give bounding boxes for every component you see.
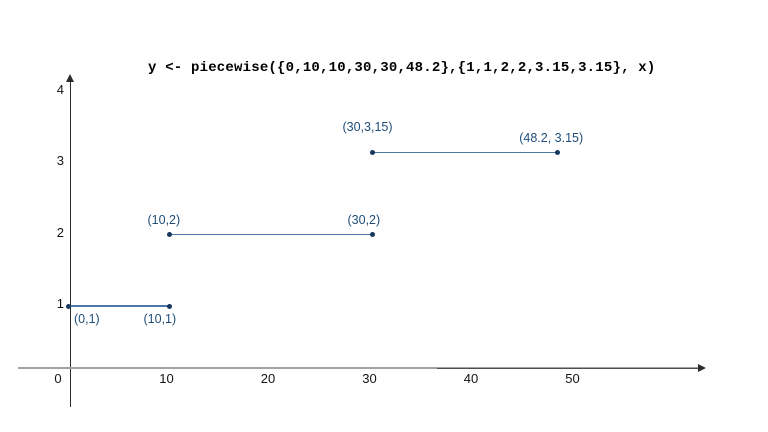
x-tick-label: 30 bbox=[362, 371, 377, 386]
x-tick-label: 20 bbox=[260, 371, 276, 386]
y-tick-label: 3 bbox=[56, 153, 64, 168]
segment-line bbox=[372, 151, 558, 153]
point-label: (48.2, 3.15) bbox=[519, 131, 584, 146]
x-axis-arrow-icon bbox=[698, 364, 706, 372]
y-tick-label: 4 bbox=[56, 81, 64, 97]
point-label: (10,2) bbox=[147, 212, 181, 227]
point-label: (0,1) bbox=[74, 312, 100, 326]
x-tick-label: 0 bbox=[54, 371, 62, 386]
chart-title: y <- piecewise({0,10,10,30,30,48.2},{1,1… bbox=[148, 60, 656, 76]
x-tick-label: 10 bbox=[159, 371, 174, 386]
y-tick-label: 2 bbox=[56, 224, 64, 240]
point-label: (30,3,15) bbox=[342, 120, 393, 135]
point-label: (10,1) bbox=[143, 312, 177, 326]
segment-line bbox=[169, 233, 373, 236]
x-tick-label: 50 bbox=[565, 371, 580, 386]
point-dot bbox=[370, 149, 375, 155]
x-axis-dark-segment bbox=[437, 368, 703, 369]
y-tick-label: 1 bbox=[56, 296, 64, 311]
point-dot bbox=[65, 303, 71, 309]
y-axis bbox=[70, 80, 71, 407]
point-dot bbox=[554, 149, 560, 155]
y-axis-arrow-icon bbox=[66, 74, 74, 82]
point-dot bbox=[167, 303, 172, 309]
point-dot bbox=[370, 232, 375, 237]
point-dot bbox=[167, 232, 172, 237]
point-label: (30,2) bbox=[347, 212, 381, 227]
x-tick-label: 40 bbox=[463, 371, 479, 386]
segment-line bbox=[68, 305, 170, 307]
x-axis bbox=[18, 367, 700, 369]
